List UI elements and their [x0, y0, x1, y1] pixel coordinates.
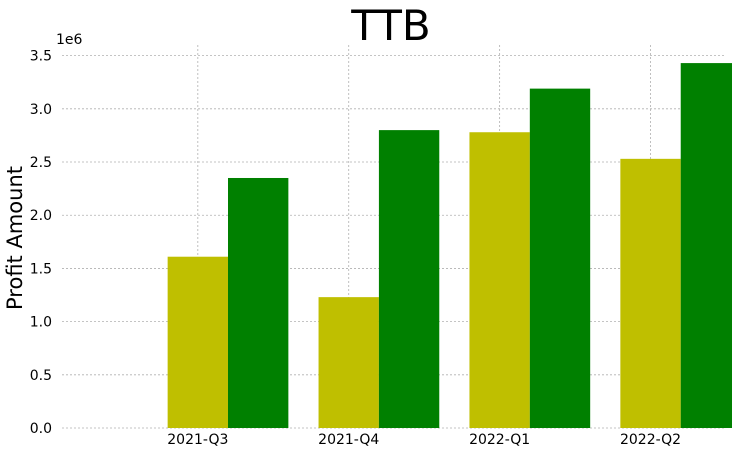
y-tick-label: 1.5 — [30, 261, 52, 277]
y-tick-label: 0.0 — [30, 421, 52, 437]
bar-series-2 — [228, 177, 289, 428]
bar-series-1 — [318, 297, 379, 428]
y-tick-label: 2.5 — [30, 155, 52, 171]
y-tick-label: 0.5 — [30, 368, 52, 384]
y-tick-label: 3.5 — [30, 49, 52, 65]
x-tick-label: 2021-Q4 — [318, 432, 379, 448]
ticks-layer: 0.0 0.5 1.0 1.5 2.0 2.5 3.0 3.5 2021-Q3 2021-Q4 20… — [30, 49, 681, 448]
x-tick-label: 2021-Q3 — [167, 432, 228, 448]
bar-series-1 — [167, 256, 228, 428]
bar-series-1 — [469, 132, 530, 428]
y-axis-label: Profit Amount — [3, 166, 27, 310]
chart-title: TTB — [350, 1, 430, 50]
bars-layer — [167, 63, 732, 428]
y-tick-label: 2.0 — [30, 208, 52, 224]
y-offset-text: 1e6 — [56, 32, 83, 48]
y-tick-label: 3.0 — [30, 102, 52, 118]
bar-series-2 — [680, 63, 732, 428]
x-tick-label: 2022-Q2 — [620, 432, 681, 448]
bar-series-1 — [620, 158, 681, 428]
bar-series-2 — [529, 88, 591, 428]
bar-series-2 — [378, 130, 440, 428]
x-tick-label: 2022-Q1 — [469, 432, 530, 448]
y-tick-label: 1.0 — [30, 315, 52, 331]
